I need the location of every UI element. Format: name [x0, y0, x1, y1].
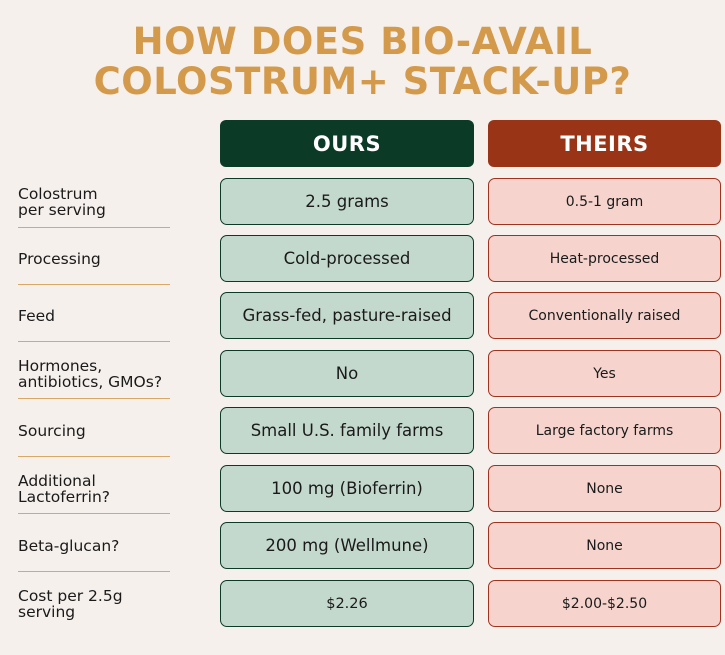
row-label-line: Sourcing: [18, 422, 86, 440]
row-label-line: serving: [18, 603, 76, 621]
row-label-line: antibiotics, GMOs?: [18, 373, 163, 391]
row-label-hormones: Hormones, antibiotics, GMOs?: [18, 350, 170, 398]
ours-cell-beta-glucan: 200 mg (Wellmune): [220, 522, 474, 569]
row-label-line: Cost per 2.5g: [18, 587, 123, 605]
ours-cell-cost: $2.26: [220, 580, 474, 627]
row-label-line: per serving: [18, 201, 106, 219]
row-label-line: Feed: [18, 307, 55, 325]
row-label-processing: Processing: [18, 235, 170, 283]
row-label-feed: Feed: [18, 292, 170, 340]
row-label-line: Beta-glucan?: [18, 537, 120, 555]
row-label-line: Processing: [18, 250, 101, 268]
ours-cell-colostrum: 2.5 grams: [220, 178, 474, 225]
row-divider: [18, 571, 170, 572]
row-label-sourcing: Sourcing: [18, 407, 170, 455]
row-label-colostrum: Colostrum per serving: [18, 178, 170, 226]
row-divider: [18, 398, 170, 399]
row-label-cost: Cost per 2.5g serving: [18, 580, 170, 628]
theirs-cell-cost: $2.00-$2.50: [488, 580, 721, 627]
theirs-cell-feed: Conventionally raised: [488, 292, 721, 339]
row-label-line: Lactoferrin?: [18, 488, 111, 506]
theirs-cell-colostrum: 0.5-1 gram: [488, 178, 721, 225]
row-label-beta-glucan: Beta-glucan?: [18, 522, 170, 570]
row-divider: [18, 284, 170, 285]
title-line-1: HOW DOES BIO-AVAIL: [132, 20, 593, 63]
page-title: HOW DOES BIO-AVAIL COLOSTRUM+ STACK-UP?: [0, 22, 725, 102]
ours-cell-feed: Grass-fed, pasture-raised: [220, 292, 474, 339]
row-label-lactoferrin: Additional Lactoferrin?: [18, 465, 170, 513]
theirs-cell-beta-glucan: None: [488, 522, 721, 569]
row-divider: [18, 341, 170, 342]
ours-cell-lactoferrin: 100 mg (Bioferrin): [220, 465, 474, 512]
row-label-line: Hormones,: [18, 357, 103, 375]
theirs-cell-processing: Heat-processed: [488, 235, 721, 282]
theirs-column-header: THEIRS: [488, 120, 721, 167]
ours-cell-hormones: No: [220, 350, 474, 397]
row-label-line: Colostrum: [18, 185, 98, 203]
theirs-cell-hormones: Yes: [488, 350, 721, 397]
theirs-cell-sourcing: Large factory farms: [488, 407, 721, 454]
ours-cell-processing: Cold-processed: [220, 235, 474, 282]
ours-column-header: OURS: [220, 120, 474, 167]
row-divider: [18, 227, 170, 228]
row-divider: [18, 456, 170, 457]
theirs-cell-lactoferrin: None: [488, 465, 721, 512]
ours-cell-sourcing: Small U.S. family farms: [220, 407, 474, 454]
title-line-2: COLOSTRUM+ STACK-UP?: [93, 60, 632, 103]
row-divider: [18, 513, 170, 514]
row-label-line: Additional: [18, 472, 96, 490]
